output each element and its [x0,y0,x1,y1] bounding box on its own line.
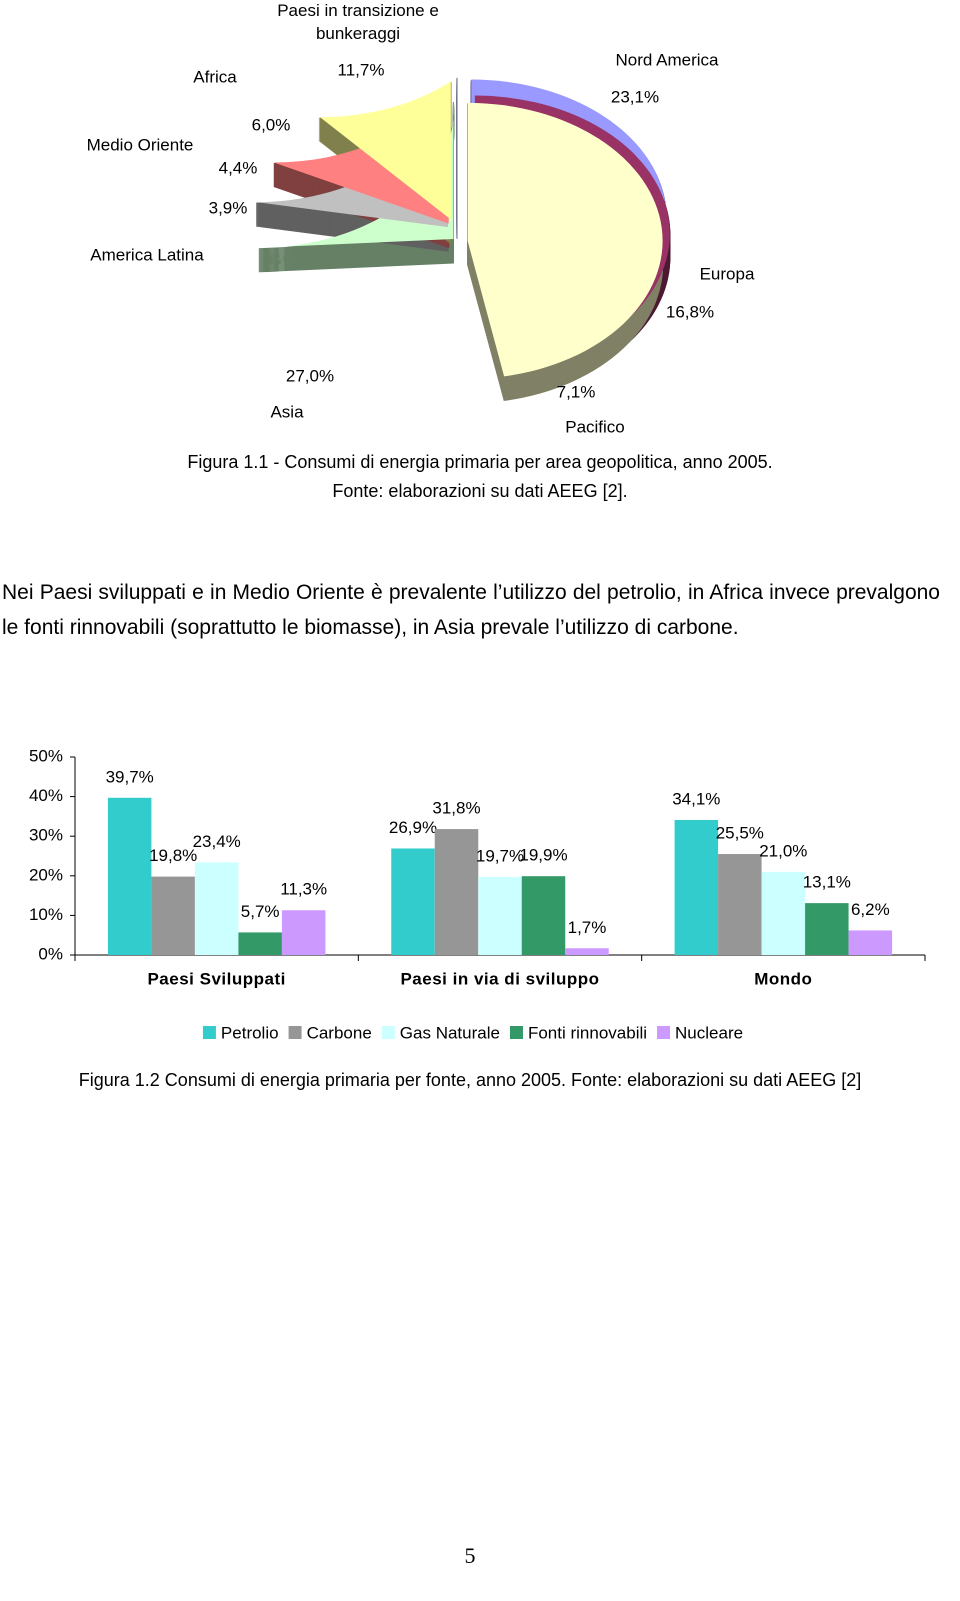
bar [194,862,239,955]
bar-value-label: 5,7% [241,902,280,921]
x-tick-label: Paesi in via di sviluppo [400,969,599,988]
legend-label: Fonti rinnovabili [528,1023,647,1042]
legend-swatch [288,1026,302,1039]
pie-value-label: 4,4% [218,158,258,178]
legend-label: Carbone [307,1023,372,1042]
pie-slice [320,81,451,220]
bar-value-label: 19,9% [519,846,567,865]
pie-value-label: 23,1% [610,87,660,107]
bar-value-label: 39,7% [106,767,154,786]
legend-swatch [509,1026,523,1039]
bar [281,910,326,955]
bar [478,876,522,955]
bar-value-label: 34,1% [672,789,720,808]
caption: Figura 1.1 - Consumi di energia primaria… [187,452,773,472]
y-tick-label: 0% [38,944,63,963]
bar [151,876,195,955]
legend-label: Petrolio [221,1023,279,1042]
bar-value-label: 26,9% [389,818,437,837]
page-number: 5 [464,1543,476,1568]
pie-value-label: 7,1% [556,382,596,402]
bar-value-label: 19,7% [476,846,524,865]
pie-value-label: 11,7% [337,60,385,80]
pie-label: America Latina [90,245,204,265]
y-tick-label: 30% [29,826,63,845]
y-tick-label: 10% [29,905,63,924]
bar-value-label: 11,3% [280,880,327,899]
pie-label: Africa [193,67,237,87]
pie-label: Pacifico [565,417,625,437]
bar-value-label: 1,7% [568,918,607,937]
legend-label: Gas Naturale [400,1023,500,1042]
x-tick-label: Paesi Sviluppati [147,969,285,988]
pie-value-label: 27,0% [285,366,335,386]
legend-label: Nucleare [675,1023,743,1042]
legend-swatch [381,1026,395,1039]
bar [718,854,762,955]
bar-value-label: 21,0% [759,841,807,860]
paragraph: Nei Paesi sviluppati e in Medio Oriente … [2,581,940,639]
bar [434,829,479,955]
x-tick-label: Mondo [754,969,812,988]
pie-label: Europa [699,264,755,284]
pie-label: Nord America [615,50,719,70]
pie-value-label: 3,9% [208,198,248,218]
legend-swatch [657,1026,671,1039]
bar-value-label: 6,2% [851,900,890,919]
pie-value-label: 6,0% [251,115,291,135]
bar-value-label: 23,4% [193,832,241,851]
y-tick-label: 40% [29,786,63,805]
y-tick-label: 50% [29,746,63,765]
bar [521,876,566,955]
bar [805,903,849,955]
pie-value-label: 16,8% [665,302,715,322]
bar-value-label: 19,8% [149,846,197,865]
pie-slice [273,85,449,224]
bar [107,797,152,955]
bar-value-label: 13,1% [803,873,851,892]
legend: Petrolio Carbone Gas Naturale Fonti rinnova… [202,1023,743,1042]
bar-value-label: 31,8% [432,799,480,818]
pie-label: Medio Oriente [86,135,194,155]
bar [761,871,806,955]
y-tick-label: 20% [29,865,63,884]
legend-swatch [202,1026,216,1039]
bar [674,819,719,955]
bar [565,948,609,955]
bar-value-label: 25,5% [716,824,764,843]
pie-label: Asia [270,402,304,422]
caption: Fonte: elaborazioni su dati AEEG [2]. [332,481,628,501]
pie-slice [467,102,663,377]
bar [848,930,893,955]
bar [238,932,282,955]
pie-label: Paesi in transizione e bunkeraggi [277,1,439,43]
bar [391,848,435,955]
caption: Figura 1.2 Consumi di energia primaria p… [78,1070,862,1090]
